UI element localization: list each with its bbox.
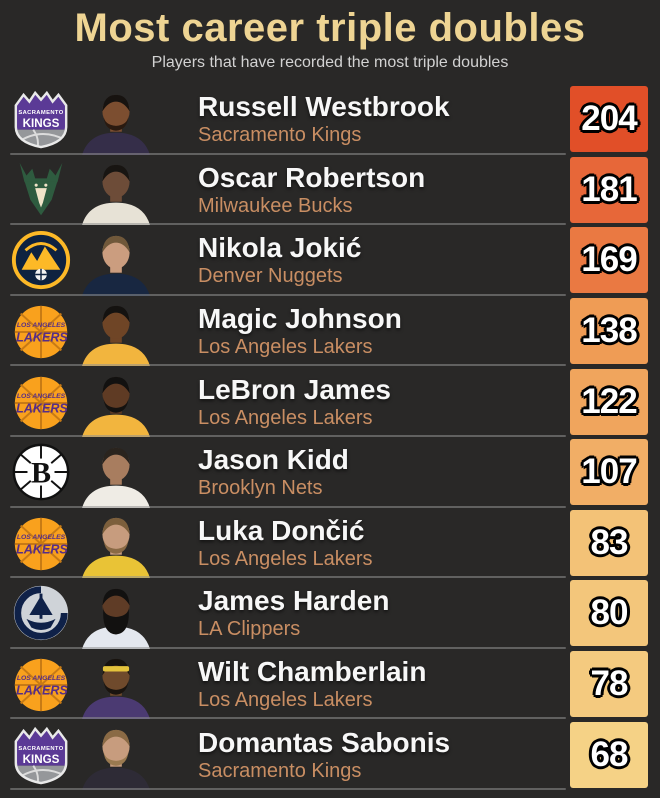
player-info: James Harden LA Clippers (198, 585, 570, 641)
svg-text:LOS ANGELES: LOS ANGELES (17, 322, 66, 329)
team-logo-milwaukee-bucks (8, 159, 74, 221)
team-name: Los Angeles Lakers (198, 547, 373, 570)
triple-double-count-badge: 138 (570, 298, 648, 365)
player-row-9: LOS ANGELES LAKERS Wilt Chamberlain Los … (0, 649, 660, 720)
player-info: Magic Johnson Los Angeles Lakers (198, 303, 570, 359)
player-row-1: SACRAMENTO KINGS Russell Westbrook Sacra… (0, 84, 660, 155)
svg-text:LOS ANGELES: LOS ANGELES (17, 675, 66, 682)
team-name: LA Clippers (198, 618, 301, 641)
player-name: Russell Westbrook (198, 91, 450, 123)
page-title: Most career triple doubles (74, 6, 586, 50)
player-name: Oscar Robertson (198, 161, 426, 193)
player-name: Luka Dončić (198, 514, 365, 546)
player-info: Domantas Sabonis Sacramento Kings (198, 726, 570, 782)
team-logo-la-clippers (8, 582, 74, 644)
team-logo-los-angeles-lakers: LOS ANGELES LAKERS (8, 300, 74, 362)
triple-double-count-badge: 83 (570, 509, 648, 576)
player-photo (74, 230, 158, 296)
ranking-list: SACRAMENTO KINGS Russell Westbrook Sacra… (0, 84, 660, 790)
player-row-2: Oscar Robertson Milwaukee Bucks 181 (0, 155, 660, 226)
triple-double-count-badge: 78 (570, 651, 648, 718)
player-photo (74, 371, 158, 437)
svg-text:SACRAMENTO: SACRAMENTO (18, 110, 63, 116)
player-row-3: Nikola Jokić Denver Nuggets 169 (0, 225, 660, 296)
team-name: Los Angeles Lakers (198, 689, 373, 712)
player-name: Magic Johnson (198, 303, 402, 335)
player-info: Nikola Jokić Denver Nuggets (198, 232, 570, 288)
player-photo (74, 89, 158, 155)
team-logo-los-angeles-lakers: LOS ANGELES LAKERS (8, 653, 74, 715)
svg-text:LAKERS: LAKERS (16, 543, 68, 557)
player-photo (74, 583, 158, 649)
team-logo-denver-nuggets (8, 229, 74, 291)
svg-text:SACRAMENTO: SACRAMENTO (18, 746, 63, 752)
svg-text:LAKERS: LAKERS (16, 684, 68, 698)
player-name: Jason Kidd (198, 444, 349, 476)
svg-text:KINGS: KINGS (23, 117, 60, 130)
player-photo (74, 512, 158, 579)
team-logo-sacramento-kings: SACRAMENTO KINGS (8, 724, 74, 786)
team-logo-sacramento-kings: SACRAMENTO KINGS (8, 88, 74, 150)
player-row-5: LOS ANGELES LAKERS LeBron James Los Ange… (0, 366, 660, 437)
player-row-6: B Jason Kidd Brooklyn Nets 107 (0, 437, 660, 508)
team-name: Brooklyn Nets (198, 477, 323, 500)
player-info: Oscar Robertson Milwaukee Bucks (198, 161, 570, 217)
player-photo (74, 300, 158, 367)
player-info: Luka Dončić Los Angeles Lakers (198, 514, 570, 570)
team-name: Denver Nuggets (198, 265, 343, 288)
triple-double-count-badge: 80 (570, 580, 648, 647)
player-info: LeBron James Los Angeles Lakers (198, 373, 570, 429)
player-row-8: James Harden LA Clippers 80 (0, 578, 660, 649)
svg-text:LAKERS: LAKERS (16, 331, 68, 345)
player-photo (74, 442, 158, 508)
svg-text:B: B (31, 457, 51, 490)
team-name: Milwaukee Bucks (198, 194, 353, 217)
team-name: Sacramento Kings (198, 124, 362, 147)
team-name: Sacramento Kings (198, 759, 362, 782)
triple-double-count-badge: 204 (570, 86, 648, 153)
player-photo (74, 159, 158, 226)
svg-text:LOS ANGELES: LOS ANGELES (17, 393, 66, 400)
team-name: Los Angeles Lakers (198, 406, 373, 429)
player-info: Wilt Chamberlain Los Angeles Lakers (198, 656, 570, 712)
svg-text:LOS ANGELES: LOS ANGELES (17, 534, 66, 541)
triple-double-count-badge: 169 (570, 227, 648, 294)
team-logo-los-angeles-lakers: LOS ANGELES LAKERS (8, 512, 74, 574)
player-photo (74, 653, 158, 720)
svg-text:LAKERS: LAKERS (16, 401, 68, 415)
player-row-10: SACRAMENTO KINGS Domantas Sabonis Sacram… (0, 719, 660, 790)
player-name: Nikola Jokić (198, 232, 362, 264)
player-row-7: LOS ANGELES LAKERS Luka Dončić Los Angel… (0, 508, 660, 579)
player-info: Jason Kidd Brooklyn Nets (198, 444, 570, 500)
player-name: Wilt Chamberlain (198, 656, 427, 688)
team-name: Los Angeles Lakers (198, 336, 373, 359)
player-name: Domantas Sabonis (198, 726, 451, 758)
player-name: LeBron James (198, 373, 391, 405)
team-logo-los-angeles-lakers: LOS ANGELES LAKERS (8, 371, 74, 433)
svg-text:KINGS: KINGS (23, 752, 60, 765)
player-info: Russell Westbrook Sacramento Kings (198, 91, 570, 147)
triple-double-count-badge: 107 (570, 439, 648, 506)
header: Most career triple doubles Players that … (0, 0, 660, 84)
player-row-4: LOS ANGELES LAKERS Magic Johnson Los Ang… (0, 296, 660, 367)
player-name: James Harden (198, 585, 390, 617)
page-subtitle: Players that have recorded the most trip… (151, 54, 509, 71)
triple-double-count-badge: 68 (570, 721, 648, 788)
triple-double-count-badge: 181 (570, 156, 648, 223)
team-logo-brooklyn-nets: B (8, 441, 74, 503)
triple-double-count-badge: 122 (570, 368, 648, 435)
player-photo (74, 724, 158, 790)
